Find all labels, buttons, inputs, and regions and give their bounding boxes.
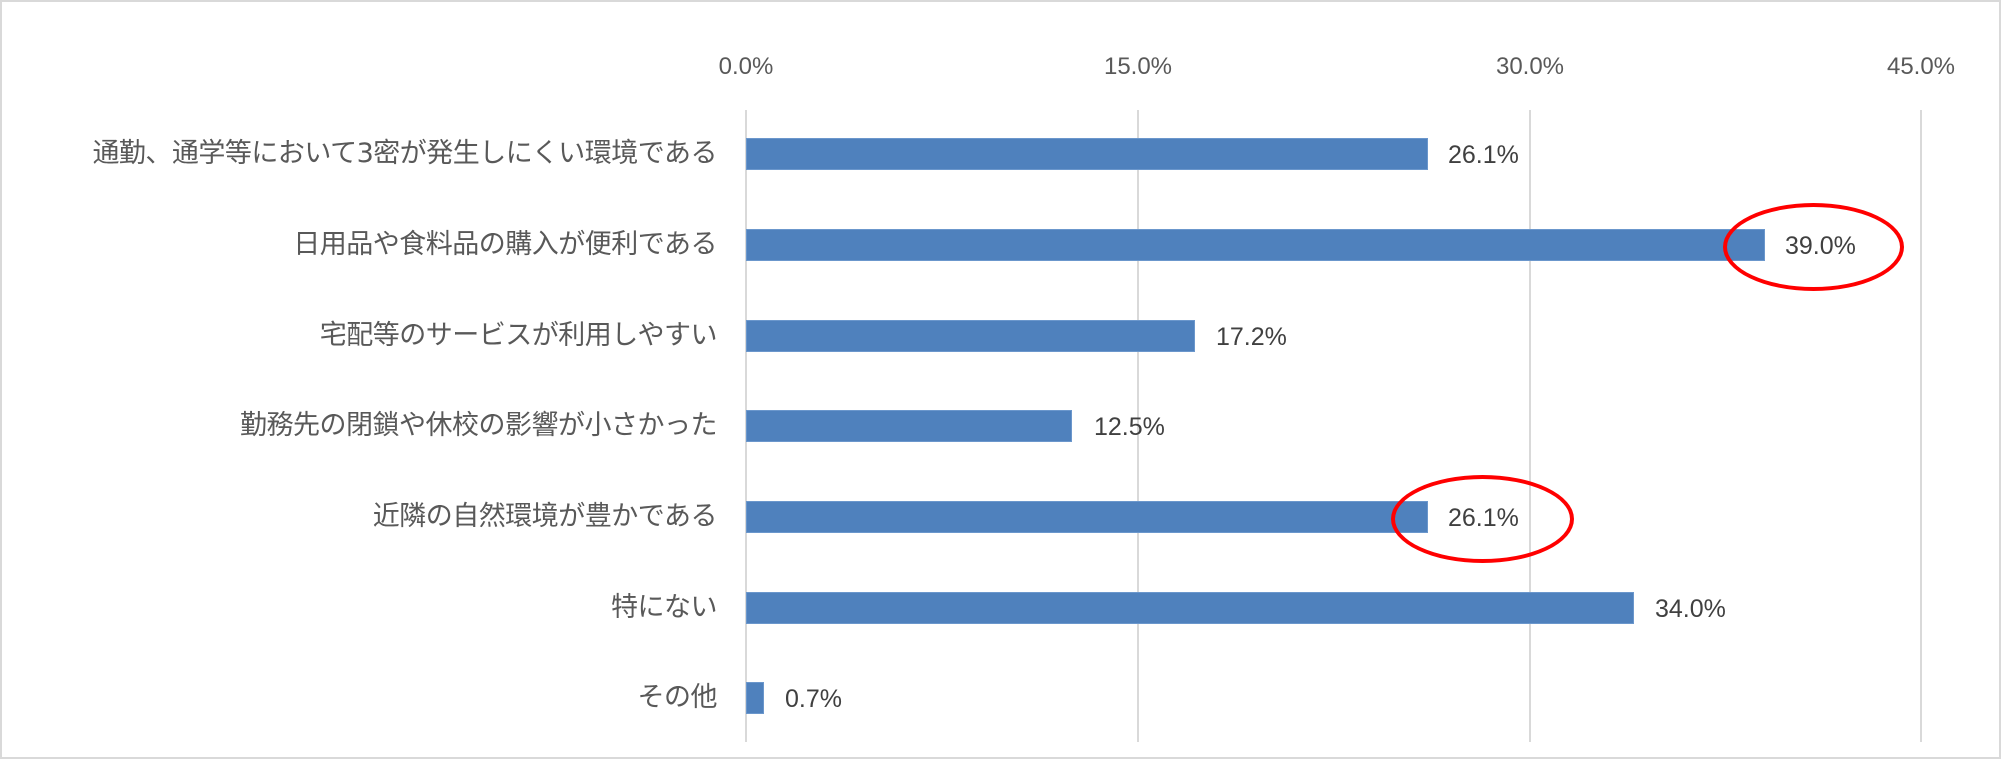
gridline-15 [1137, 110, 1139, 742]
value-label: 26.1% [1448, 141, 1519, 169]
x-tick-label: 30.0% [1495, 53, 1565, 80]
bar [746, 501, 1428, 533]
x-tick-label: 15.0% [1103, 53, 1173, 80]
category-label: 特にない [611, 592, 718, 623]
bar [746, 682, 764, 714]
bar [746, 592, 1634, 624]
category-label: 通勤、通学等において3密が発生しにくい環境である [92, 138, 717, 169]
category-label: 近隣の自然環境が豊かである [372, 501, 718, 532]
category-label: 宅配等のサービスが利用しやすい [319, 320, 718, 351]
category-label: その他 [637, 682, 718, 713]
value-label: 17.2% [1216, 323, 1287, 351]
category-label: 日用品や食料品の購入が便利である [293, 229, 717, 260]
value-label: 34.0% [1655, 595, 1726, 623]
x-tick-label: 0.0% [718, 53, 774, 80]
bar [746, 320, 1195, 352]
x-tick-label: 45.0% [1886, 53, 1956, 80]
bar [746, 138, 1428, 170]
bar [746, 229, 1765, 261]
highlight-ellipse [1391, 475, 1574, 563]
value-label: 12.5% [1094, 413, 1165, 441]
gridline-30 [1529, 110, 1531, 742]
bar [746, 410, 1072, 442]
value-label: 0.7% [785, 685, 842, 713]
gridline-45 [1920, 110, 1922, 742]
highlight-ellipse [1723, 203, 1904, 291]
category-label: 勤務先の閉鎖や休校の影響が小さかった [240, 410, 718, 441]
